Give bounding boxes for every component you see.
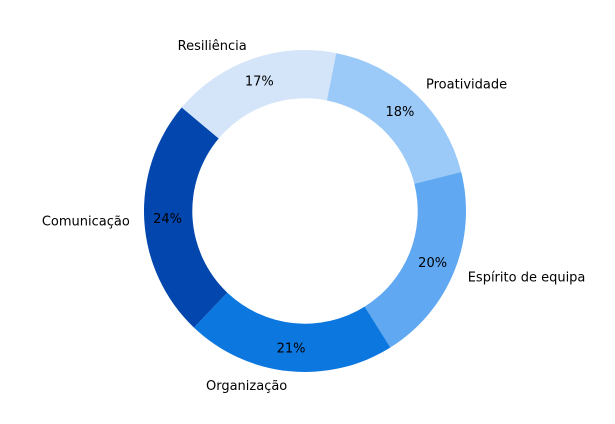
slice-category-label: Proatividade bbox=[426, 77, 507, 92]
slice-category-label: Comunicação bbox=[42, 214, 130, 229]
slice-percent-label: 17% bbox=[245, 75, 274, 90]
slice-percent-label: 18% bbox=[385, 105, 414, 120]
slice-category-label: Resiliência bbox=[178, 39, 247, 54]
pie-slice bbox=[193, 292, 391, 373]
slice-percent-label: 24% bbox=[153, 212, 182, 227]
pie-slice bbox=[326, 53, 462, 184]
slice-percent-label: 21% bbox=[277, 342, 306, 357]
slice-category-label: Organização bbox=[206, 379, 287, 394]
pie-slice bbox=[143, 107, 228, 328]
pie-slice bbox=[181, 50, 337, 139]
slice-category-label: Espírito de equipa bbox=[468, 270, 586, 285]
pie-slice bbox=[364, 172, 466, 348]
slice-percent-label: 20% bbox=[418, 256, 447, 271]
